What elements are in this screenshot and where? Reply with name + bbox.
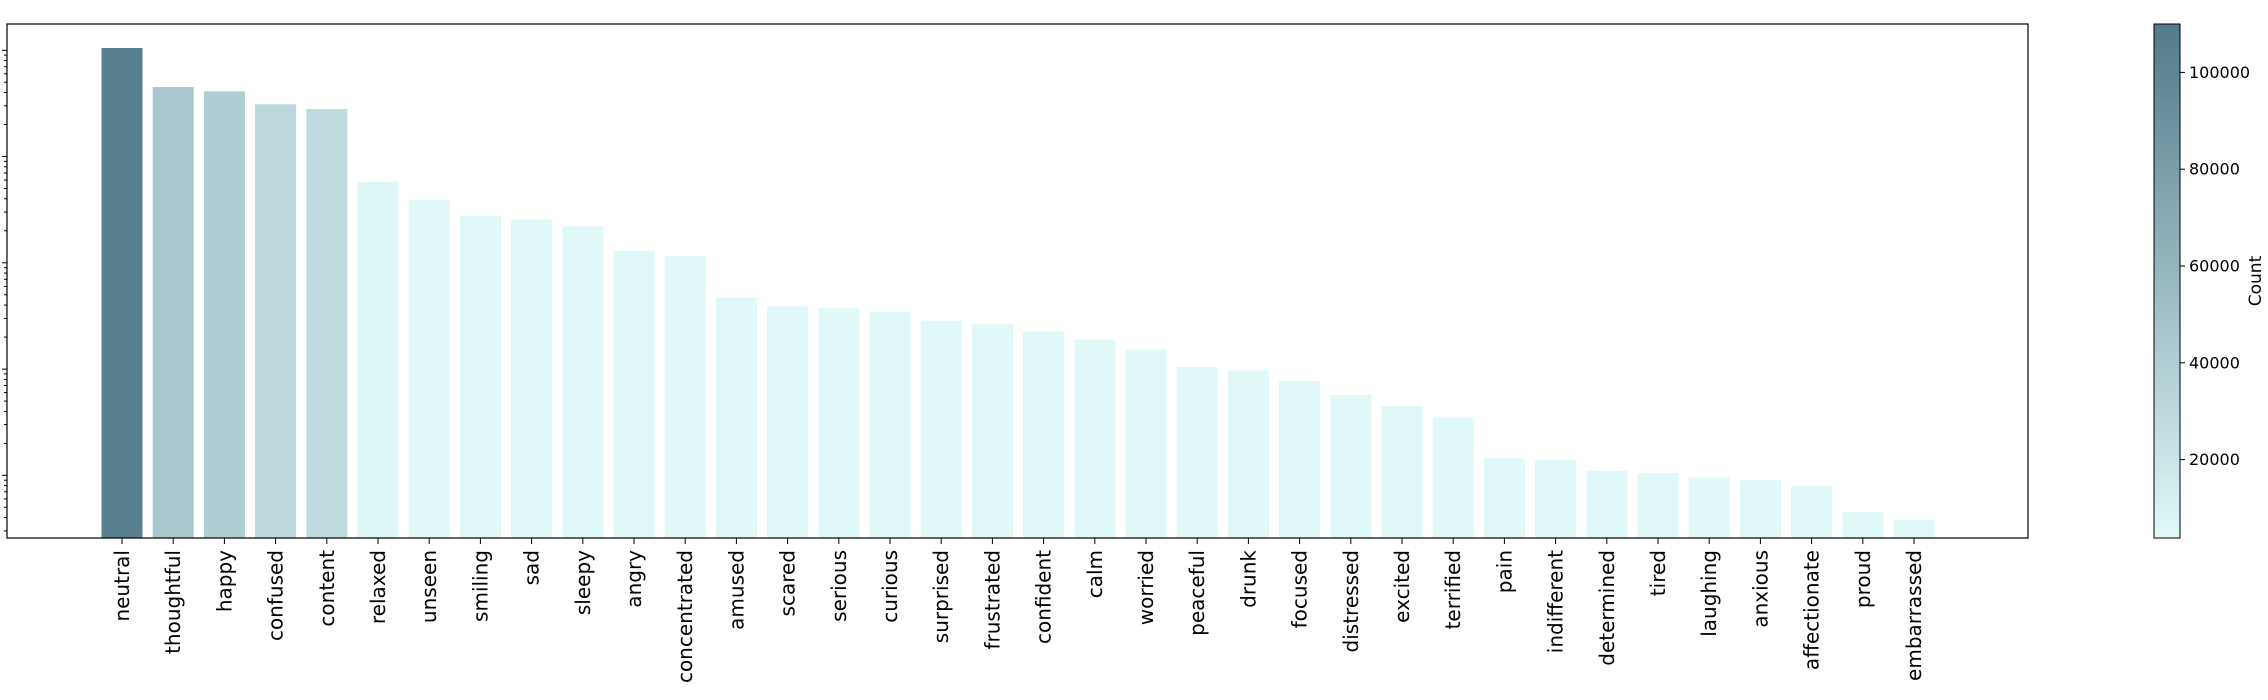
- bar-proud: [1842, 512, 1884, 538]
- plot-frame: [6, 23, 2029, 539]
- bar-surprised: [920, 320, 962, 538]
- x-tick-label-anxious: anxious: [1748, 550, 1772, 628]
- x-tick-label-sleepy: sleepy: [571, 550, 595, 615]
- bar-sad: [511, 219, 553, 538]
- x-tick-label-surprised: surprised: [929, 550, 953, 643]
- bar-worried: [1125, 349, 1167, 538]
- bar-content: [306, 109, 348, 538]
- bar-angry: [613, 250, 655, 538]
- x-tick-label-distressed: distressed: [1339, 550, 1363, 652]
- bar-smiling: [459, 216, 501, 538]
- x-tick-label-determined: determined: [1595, 550, 1619, 666]
- bar-anxious: [1739, 480, 1781, 538]
- bars-group: [101, 48, 1935, 539]
- x-tick-label-angry: angry: [622, 550, 646, 608]
- bar-excited: [1381, 405, 1423, 538]
- x-tick-label-scared: scared: [776, 550, 800, 616]
- bar-sleepy: [562, 226, 604, 538]
- bar-scared: [767, 306, 809, 538]
- bar-unseen: [408, 200, 450, 538]
- bar-thoughtful: [152, 87, 194, 538]
- bar-affectionate: [1791, 485, 1833, 538]
- x-tick-label-relaxed: relaxed: [366, 550, 390, 624]
- bar-confident: [1023, 331, 1065, 538]
- bar-serious: [818, 308, 860, 538]
- x-tick-label-affectionate: affectionate: [1800, 550, 1824, 670]
- x-tick-label-drunk: drunk: [1236, 550, 1260, 608]
- x-tick-label-indifferent: indifferent: [1544, 550, 1568, 653]
- x-tick-label-frustrated: frustrated: [980, 550, 1004, 650]
- x-tick-label-terrified: terrified: [1441, 550, 1465, 629]
- bar-relaxed: [357, 181, 399, 538]
- colorbar-tick-label: 80000: [2189, 160, 2240, 179]
- bar-pain: [1483, 458, 1525, 538]
- bar-indifferent: [1535, 459, 1577, 538]
- colorbar-tick-label: 100000: [2189, 63, 2250, 82]
- x-tick-label-serious: serious: [827, 550, 851, 622]
- bar-happy: [203, 91, 245, 539]
- x-tick-label-sad: sad: [520, 550, 544, 585]
- x-tick-label-focused: focused: [1288, 550, 1312, 628]
- x-tick-label-laughing: laughing: [1697, 550, 1721, 637]
- x-axis-labels: neutral thoughtful happy confused content rel…: [110, 538, 1926, 683]
- x-tick-label-neutral: neutral: [110, 550, 134, 622]
- bar-tired: [1637, 473, 1679, 538]
- colorbar-tick-label: 60000: [2189, 257, 2240, 276]
- bar-concentrated: [664, 256, 706, 538]
- colorbar: 20000 40000 60000 80000 100000 Count: [2153, 23, 2266, 539]
- x-tick-label-unseen: unseen: [417, 550, 441, 623]
- bar-terrified: [1432, 417, 1474, 538]
- x-tick-label-confident: confident: [1032, 550, 1056, 644]
- bar-curious: [869, 311, 911, 538]
- x-tick-label-curious: curious: [878, 550, 902, 623]
- colorbar-gradient: [2153, 23, 2181, 539]
- x-tick-label-excited: excited: [1390, 550, 1414, 623]
- bar-frustrated: [971, 324, 1013, 538]
- x-tick-label-worried: worried: [1134, 550, 1158, 625]
- bar-neutral: [101, 48, 143, 538]
- x-tick-label-smiling: smiling: [468, 550, 492, 622]
- bar-focused: [1279, 381, 1321, 538]
- bar-confused: [255, 104, 297, 539]
- x-tick-label-tired: tired: [1646, 550, 1670, 596]
- x-tick-label-concentrated: concentrated: [673, 550, 697, 683]
- bar-distressed: [1330, 395, 1372, 538]
- bar-amused: [715, 297, 757, 538]
- x-tick-label-content: content: [315, 550, 339, 627]
- x-tick-label-confused: confused: [264, 550, 288, 641]
- x-tick-label-calm: calm: [1083, 550, 1107, 598]
- colorbar-tick-label: 40000: [2189, 353, 2240, 372]
- x-tick-label-thoughtful: thoughtful: [161, 550, 185, 654]
- bar-embarrassed: [1893, 520, 1935, 538]
- bar-determined: [1586, 470, 1628, 538]
- x-tick-label-pain: pain: [1492, 550, 1516, 593]
- x-tick-label-peaceful: peaceful: [1185, 550, 1209, 636]
- x-tick-label-proud: proud: [1851, 550, 1875, 608]
- x-tick-label-embarrassed: embarrassed: [1902, 550, 1926, 681]
- bar-drunk: [1227, 370, 1269, 538]
- bar-peaceful: [1176, 366, 1218, 538]
- colorbar-ticks: 20000 40000 60000 80000 100000: [2180, 63, 2250, 469]
- colorbar-title: Count: [2246, 255, 2266, 306]
- x-tick-label-amused: amused: [724, 550, 748, 630]
- colorbar-tick-label: 20000: [2189, 450, 2240, 469]
- bar-calm: [1074, 339, 1116, 538]
- x-tick-label-happy: happy: [212, 550, 236, 612]
- bar-laughing: [1688, 477, 1730, 538]
